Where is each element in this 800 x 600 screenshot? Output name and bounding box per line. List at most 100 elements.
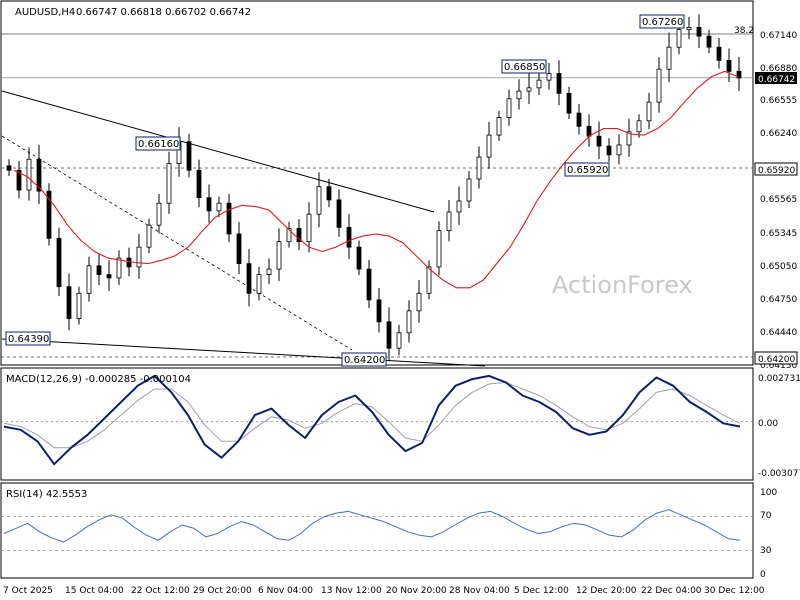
macd-panel-frame (0, 367, 754, 481)
candle-body (106, 274, 112, 279)
current-price-label: 0.66742 (758, 75, 795, 85)
annotation-low-left: 0.64390 (5, 331, 51, 346)
time-tick: 22 Dec 04:00 (641, 586, 702, 596)
trendline-channel (1, 135, 353, 351)
annotation-high-top: 0.67260 (639, 14, 685, 29)
price-tick: 0.65345 (760, 229, 797, 239)
rsi-panel-frame (0, 482, 754, 579)
candle-body (166, 163, 172, 204)
candle-body (336, 199, 342, 228)
candle-body (606, 145, 612, 156)
candle-body (526, 87, 532, 92)
candle-body (156, 202, 162, 226)
candle-body (316, 186, 322, 215)
time-tick: 20 Nov 20:00 (386, 586, 447, 596)
candle-body (246, 263, 252, 294)
trendline-lower (1, 338, 486, 367)
time-tick: 12 Dec 20:00 (576, 586, 637, 596)
candle-body (396, 332, 402, 349)
candle-body (696, 27, 702, 37)
current-price-box: 0.66742 (755, 72, 797, 85)
time-tick: 5 Dec 12:00 (514, 586, 569, 596)
annotation-label: 0.64200 (344, 355, 385, 366)
candle-body (346, 226, 352, 248)
candle-body (556, 73, 562, 94)
price-chart-area (1, 14, 753, 367)
price-tick: 0.66240 (760, 129, 797, 139)
candle-body (676, 29, 682, 48)
price-tick: 0.64750 (760, 295, 797, 305)
candle-body (646, 101, 652, 122)
candle-body (616, 144, 622, 156)
candle-body (566, 92, 572, 114)
macd-chart-area (1, 374, 753, 466)
candle-body (126, 257, 132, 268)
candle-body (576, 112, 582, 127)
candle-body (216, 202, 222, 212)
candle-body (486, 134, 492, 158)
annotation-low-bottom: 0.64200 (341, 352, 387, 367)
price-tick: 0.67140 (760, 31, 797, 41)
candle-body (296, 228, 302, 243)
candle-body (46, 190, 52, 239)
watermark: ActionForex (552, 271, 693, 299)
annotation-label: 0.66850 (504, 62, 545, 73)
candle-body (56, 237, 62, 288)
macd-axis: 0.002731 0.00 -0.003077 (758, 374, 800, 479)
time-tick: 29 Oct 20:00 (193, 586, 252, 596)
price-tick: 0.65565 (760, 195, 797, 205)
candle-body (116, 257, 122, 279)
macd-signal-line (3, 381, 741, 449)
candle-body (406, 310, 412, 334)
candle-body (446, 211, 452, 232)
candle-body (366, 268, 372, 301)
price-axis: 0.67140 0.66880 0.66555 0.66240 0.65565 … (760, 31, 797, 371)
candle-body (546, 73, 552, 81)
macd-tick: 0.002731 (758, 374, 800, 384)
candle-body (416, 292, 422, 312)
candle-body (506, 98, 512, 118)
candle-body (656, 68, 662, 103)
candle-body (706, 35, 712, 48)
candle-body (686, 27, 692, 31)
time-tick: 6 Nov 04:00 (258, 586, 313, 596)
time-tick: 22 Oct 12:00 (131, 586, 190, 596)
candle-body (186, 141, 192, 171)
candle-body (236, 233, 242, 265)
candle-body (36, 158, 42, 192)
ma-line (13, 70, 739, 289)
annotation-label: 0.64390 (8, 334, 49, 345)
candle-body (716, 46, 722, 61)
candle-body (196, 169, 202, 199)
rsi-tick: 0 (760, 570, 766, 580)
price-tick: 0.66880 (760, 64, 797, 74)
candle-body (66, 286, 72, 319)
chart-ohlc: 0.66747 0.66818 0.66702 0.66742 (76, 7, 251, 18)
candle-body (516, 90, 522, 100)
rsi-tick: 70 (760, 511, 772, 521)
trendline-upper (1, 90, 435, 213)
annotation-high-mid: 0.66850 (501, 59, 547, 74)
candle-body (286, 228, 292, 243)
candle-body (726, 59, 732, 72)
rsi-tick: 100 (760, 488, 777, 498)
macd-tick: -0.003077 (758, 469, 800, 479)
annotation-label: 0.67260 (642, 17, 683, 28)
candle-body (96, 265, 102, 276)
candle-body (456, 200, 462, 213)
candle-body (206, 197, 212, 212)
candle-body (626, 131, 632, 146)
rsi-chart-area (1, 509, 753, 551)
candle-body (596, 135, 602, 147)
time-tick: 28 Nov 04:00 (449, 586, 510, 596)
time-tick: 7 Oct 2025 (3, 586, 53, 596)
candle-body (16, 169, 22, 191)
candle-body (476, 156, 482, 180)
level-price-label: 0.65920 (758, 166, 795, 176)
candle-body (356, 246, 362, 270)
macd-line (3, 374, 741, 466)
candle-body (496, 117, 502, 136)
time-axis: 7 Oct 2025 15 Oct 04:00 22 Oct 12:00 29 … (3, 586, 765, 596)
candle-body (636, 120, 642, 133)
